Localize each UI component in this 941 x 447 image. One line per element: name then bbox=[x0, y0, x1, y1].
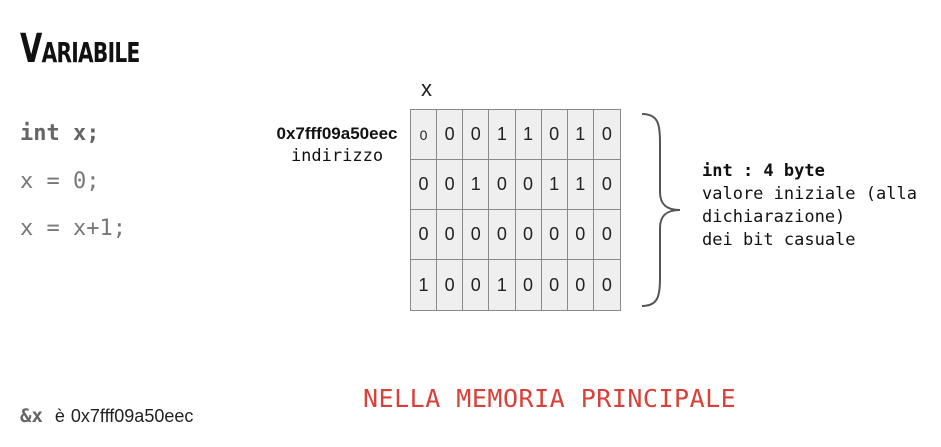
description-line: dei bit casuale bbox=[702, 230, 856, 250]
curly-brace-icon bbox=[641, 113, 681, 307]
bit-cell: 1 bbox=[567, 110, 594, 160]
bit-cell: 0 bbox=[411, 210, 438, 260]
address-of-value: 0x7fff09a50eec bbox=[70, 406, 194, 426]
bit-cell: 0 bbox=[541, 210, 568, 260]
address-label: indirizzo bbox=[290, 146, 384, 166]
bit-cell: 1 bbox=[463, 160, 490, 210]
bit-cell: 0 bbox=[411, 160, 438, 210]
bit-cell: 0 bbox=[593, 210, 620, 260]
address-block: 0x7fff09a50eec indirizzo bbox=[267, 124, 407, 166]
bit-cell: 0 bbox=[489, 210, 516, 260]
bit-cell: 1 bbox=[541, 160, 568, 210]
bit-cell: 0 bbox=[541, 110, 568, 160]
bit-cell: 0 bbox=[437, 260, 464, 310]
description-line: dichiarazione) bbox=[702, 207, 846, 227]
bit-cell: 0 bbox=[463, 210, 490, 260]
code-assignment: x = 0; bbox=[20, 169, 100, 194]
bit-cell: 0 bbox=[567, 210, 594, 260]
bit-cell: 1 bbox=[489, 110, 516, 160]
bit-cell: 0 bbox=[593, 160, 620, 210]
bit-cell: 0 bbox=[463, 260, 490, 310]
address-of-expression: &x bbox=[20, 405, 43, 427]
bit-cell: 0 bbox=[601, 274, 612, 295]
bit-cell: 1 bbox=[567, 160, 594, 210]
bit-cell: 1 bbox=[515, 110, 542, 160]
bit-cell: 0 bbox=[568, 260, 594, 310]
bit-cell: 0 bbox=[437, 160, 464, 210]
address-of-statement: &x è 0x7fff09a50eec bbox=[20, 405, 193, 427]
type-size-line: int : 4 byte bbox=[702, 161, 825, 181]
bit-cell: 0 bbox=[489, 160, 516, 210]
description-line: valore iniziale (alla bbox=[702, 184, 917, 204]
variable-name-label: x bbox=[421, 76, 432, 101]
address-value: 0x7fff09a50eec bbox=[276, 124, 398, 143]
bit-cell: 0 bbox=[463, 110, 490, 160]
bit-cell: 0 bbox=[437, 210, 464, 260]
code-declaration: int x; bbox=[20, 121, 100, 146]
bit-cell: 0 bbox=[515, 210, 542, 260]
bit-cell: 1 bbox=[489, 260, 516, 310]
verb-text: è bbox=[54, 406, 65, 426]
bit-cell: 0 bbox=[516, 260, 542, 310]
bit-cell: 1 bbox=[411, 260, 438, 310]
bit-cell: 0 bbox=[542, 260, 568, 310]
bit-cell: 0 bbox=[593, 110, 620, 160]
slide-title: Variabile bbox=[20, 26, 140, 72]
code-increment: x = x+1; bbox=[20, 216, 126, 241]
bit-cell: 0 bbox=[437, 110, 464, 160]
type-description: int : 4 byte valore iniziale (alla dichi… bbox=[702, 160, 917, 252]
bit-cell: 0 bbox=[411, 110, 438, 160]
memory-caption: NELLA MEMORIA PRINCIPALE bbox=[363, 384, 737, 413]
bit-cell: 0 bbox=[515, 160, 542, 210]
